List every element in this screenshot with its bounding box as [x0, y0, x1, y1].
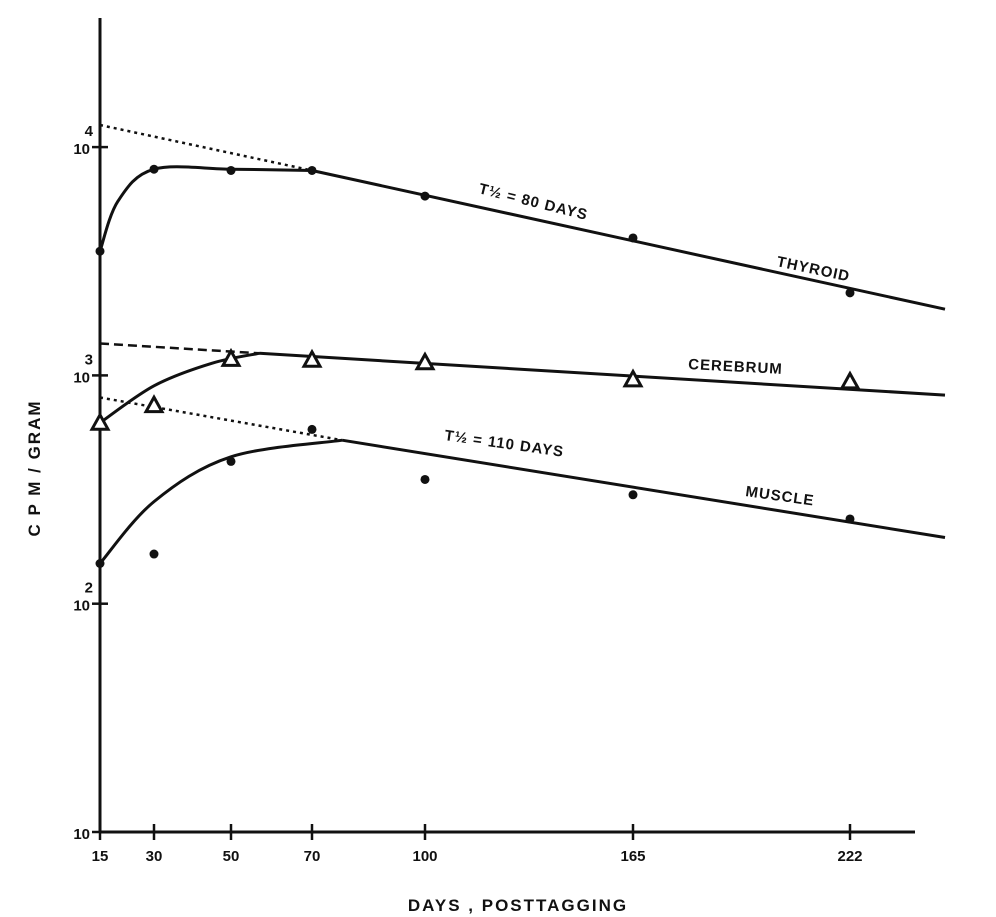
y-axis-title: C P M / GRAM	[25, 399, 44, 536]
series-labels: THYROID CEREBRUM MUSCLE T½ = 80 DAYS T½ …	[443, 180, 851, 509]
x-tick-label: 30	[146, 848, 163, 865]
x-tick-label: 70	[304, 848, 321, 865]
x-tick-label: 15	[92, 848, 109, 865]
y-tick-exponent: 3	[85, 351, 93, 368]
x-axis-title: DAYS , POSTTAGGING	[408, 896, 628, 915]
extrapolation-thyroid	[99, 123, 313, 172]
extrapolation-muscle	[99, 396, 343, 442]
x-ticks: 15 30 50 70 100 165 222	[92, 824, 863, 865]
y-tick-exponent: 2	[85, 580, 93, 597]
fit-line-cerebrum	[259, 351, 946, 397]
curve-muscle	[98, 438, 343, 565]
annotation-muscle-half-life: T½ = 110 DAYS	[443, 427, 565, 461]
x-tick-label: 222	[837, 848, 862, 865]
x-tick-label: 100	[412, 848, 437, 865]
point-muscle	[149, 549, 159, 559]
point-muscle	[845, 514, 855, 524]
x-tick-label: 50	[223, 848, 240, 865]
point-thyroid	[420, 191, 430, 201]
point-muscle	[628, 490, 638, 500]
y-tick-label: 10	[73, 826, 90, 843]
y-tick-label: 10	[73, 141, 90, 158]
point-cerebrum	[301, 348, 323, 368]
point-thyroid	[845, 288, 855, 298]
extrapolation-lines	[99, 123, 343, 442]
point-thyroid	[226, 165, 236, 175]
extrapolation-cerebrum	[99, 342, 260, 355]
point-cerebrum	[839, 370, 861, 390]
point-muscle	[226, 456, 236, 466]
point-thyroid	[628, 233, 638, 243]
fit-line-thyroid	[311, 169, 946, 311]
y-tick-label: 10	[73, 369, 90, 386]
axes	[98, 18, 915, 834]
curve-thyroid	[98, 165, 313, 252]
annotation-thyroid-half-life: T½ = 80 DAYS	[477, 180, 590, 224]
series-label-cerebrum: CEREBRUM	[688, 356, 783, 378]
point-thyroid	[149, 164, 159, 174]
x-tick-label: 165	[620, 848, 645, 865]
point-cerebrum	[89, 411, 111, 431]
data-points	[89, 164, 861, 568]
point-thyroid	[307, 165, 317, 175]
curve-cerebrum	[99, 351, 260, 425]
point-cerebrum	[143, 394, 165, 414]
fit-line-muscle	[341, 438, 946, 539]
point-muscle	[307, 424, 317, 434]
y-tick-exponent: 4	[85, 123, 94, 140]
point-thyroid	[95, 246, 105, 256]
point-cerebrum	[622, 368, 644, 388]
point-cerebrum	[414, 351, 436, 371]
point-muscle	[420, 474, 430, 484]
y-tick-label: 10	[73, 598, 90, 615]
point-cerebrum	[220, 347, 242, 367]
point-muscle	[95, 558, 105, 568]
